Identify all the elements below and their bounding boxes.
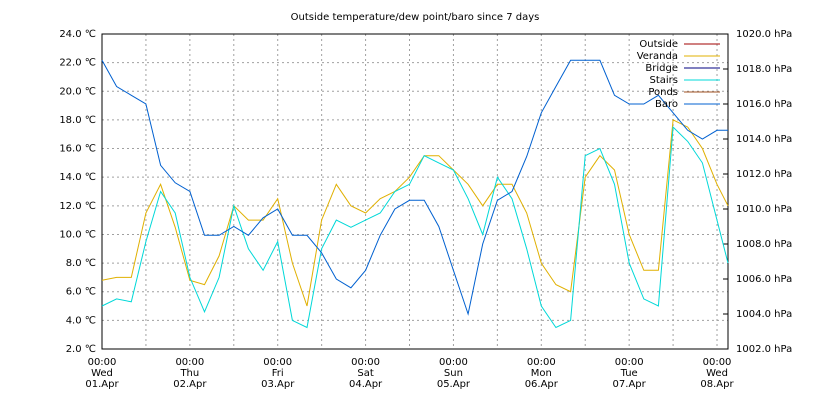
y-tick-label: 16.0 ℃ <box>59 144 96 155</box>
y-tick-label: 10.0 ℃ <box>59 229 96 240</box>
legend-label: Bridge <box>645 63 678 74</box>
series-line <box>101 59 728 316</box>
y2-tick-label: 1012.0 hPa <box>736 169 792 180</box>
legend-label: Veranda <box>637 51 678 62</box>
y-tick-label: 4.0 ℃ <box>66 315 96 326</box>
legend-label: Outside <box>639 39 678 50</box>
y-tick-label: 20.0 ℃ <box>59 86 96 97</box>
legend-label: Stairs <box>650 75 679 86</box>
y2-tick-label: 1016.0 hPa <box>736 99 792 110</box>
series-line <box>101 125 729 329</box>
y-tick-label: 6.0 ℃ <box>66 287 96 298</box>
y2-tick-label: 1002.0 hPa <box>736 344 792 355</box>
plot-frame <box>101 33 729 350</box>
series-line <box>101 119 729 307</box>
y2-tick-label: 1004.0 hPa <box>736 309 792 320</box>
x-tick-label: 00:00 Thu 02.Apr <box>173 357 207 390</box>
y2-tick-label: 1006.0 hPa <box>736 274 792 285</box>
y-tick-label: 22.0 ℃ <box>59 58 96 69</box>
y2-tick-label: 1014.0 hPa <box>736 134 792 145</box>
y-tick-label: 14.0 ℃ <box>59 172 96 183</box>
y-tick-label: 8.0 ℃ <box>66 258 96 269</box>
y2-tick-label: 1018.0 hPa <box>736 64 792 75</box>
y-tick-label: 12.0 ℃ <box>59 201 96 212</box>
x-tick-label: 00:00 Sun 05.Apr <box>436 357 471 390</box>
y2-tick-label: 1008.0 hPa <box>736 239 792 250</box>
x-tick-label: 00:00 Mon 06.Apr <box>524 357 558 390</box>
x-tick-label: 00:00 Wed 08.Apr <box>700 357 734 390</box>
chart-title: Outside temperature/dew point/baro since… <box>291 12 540 23</box>
y2-tick-label: 1010.0 hPa <box>736 204 792 215</box>
y2-tick-label: 1020.0 hPa <box>736 29 792 40</box>
y-tick-label: 2.0 ℃ <box>66 344 96 355</box>
x-tick-label: 00:00 Tue 07.Apr <box>612 357 646 390</box>
x-tick-label: 00:00 Fri 03.Apr <box>261 357 295 390</box>
x-tick-label: 00:00 Wed 01.Apr <box>85 357 119 390</box>
legend-label: Baro <box>655 99 678 110</box>
y-tick-label: 24.0 ℃ <box>59 29 96 40</box>
x-tick-label: 00:00 Sat 04.Apr <box>348 357 383 390</box>
legend-label: Ponds <box>648 87 678 98</box>
y-tick-label: 18.0 ℃ <box>59 115 96 126</box>
